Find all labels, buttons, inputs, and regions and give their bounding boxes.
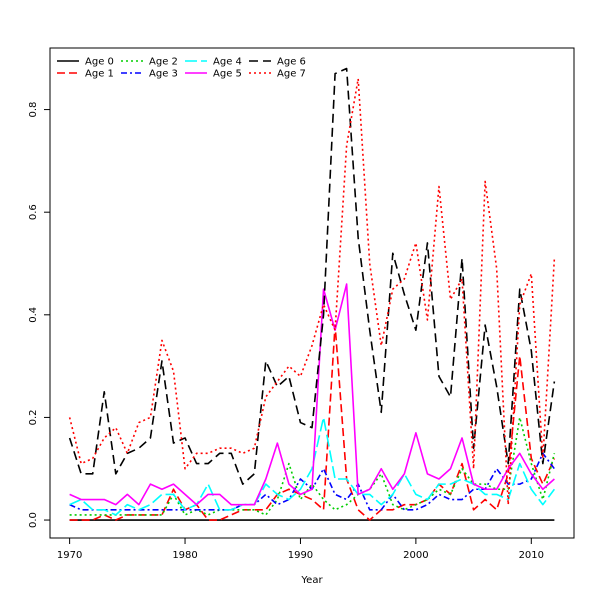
legend-item-age-3: Age 3 [121, 69, 178, 80]
legend-label: Age 5 [213, 69, 242, 80]
legend-label: Age 1 [85, 69, 114, 80]
y-tick-label: 0.8 [28, 102, 39, 118]
legend-label: Age 3 [149, 69, 178, 80]
x-tick-label: 1980 [172, 550, 197, 561]
x-axis-title: Year [300, 575, 323, 586]
legend-item-age-7: Age 7 [249, 69, 306, 80]
y-tick-label: 0.4 [28, 307, 39, 323]
legend-item-age-5: Age 5 [185, 69, 242, 80]
series-line-age-6 [68, 67, 556, 485]
legend-item-age-6: Age 6 [249, 57, 306, 68]
y-tick-label: 0.0 [28, 512, 39, 528]
y-axis: 0.0 0.2 0.4 0.6 0.8 [28, 102, 50, 528]
legend-label: Age 2 [149, 57, 178, 68]
legend-item-age-2: Age 2 [121, 57, 178, 68]
legend-item-age-4: Age 4 [185, 57, 242, 68]
legend-label: Age 6 [277, 57, 306, 68]
series-line-age-7 [68, 77, 556, 506]
legend-label: Age 4 [213, 57, 242, 68]
x-tick-label: 1970 [57, 550, 82, 561]
x-tick-label: 2010 [519, 550, 544, 561]
series-line-age-5 [69, 283, 555, 506]
y-tick-label: 0.2 [28, 409, 39, 425]
x-tick-label: 1990 [288, 550, 313, 561]
x-axis: 1970 1980 1990 2000 2010 [57, 538, 544, 561]
x-tick-label: 2000 [403, 550, 428, 561]
legend-item-age-0: Age 0 [57, 57, 114, 68]
y-tick-label: 0.6 [28, 204, 39, 220]
series-line-age-2 [69, 416, 556, 516]
legend-item-age-1: Age 1 [57, 69, 114, 80]
legend-label: Age 0 [85, 57, 114, 68]
series-layer [68, 67, 556, 521]
legend-label: Age 7 [277, 69, 306, 80]
plot-frame [49, 47, 575, 539]
